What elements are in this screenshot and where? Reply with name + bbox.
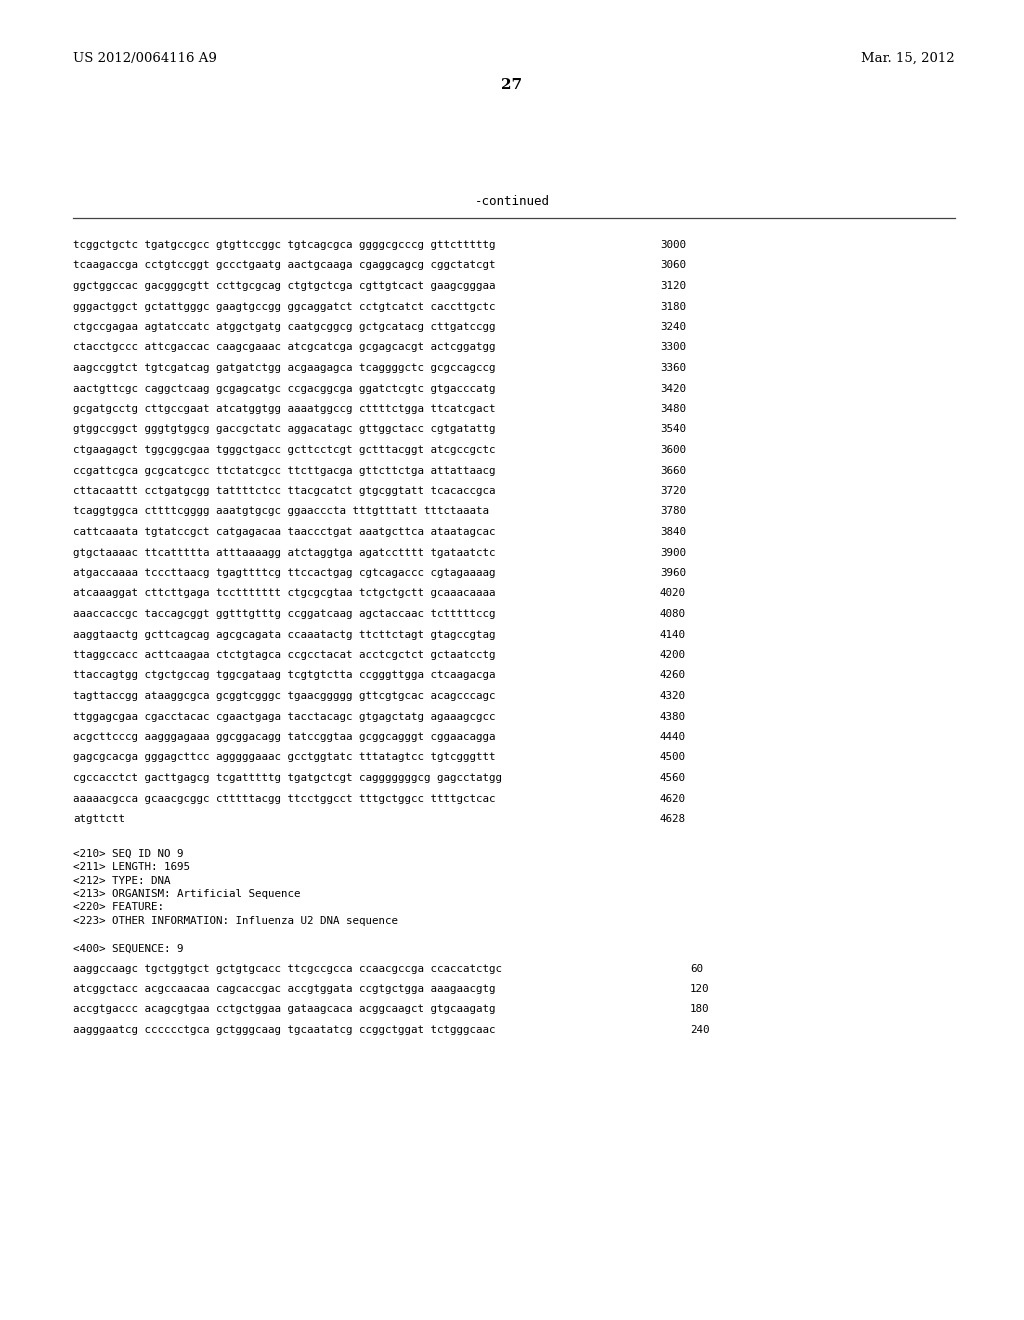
Text: 4560: 4560 xyxy=(660,774,686,783)
Text: 4080: 4080 xyxy=(660,609,686,619)
Text: <212> TYPE: DNA: <212> TYPE: DNA xyxy=(73,875,171,886)
Text: 4320: 4320 xyxy=(660,690,686,701)
Text: 3600: 3600 xyxy=(660,445,686,455)
Text: 3120: 3120 xyxy=(660,281,686,290)
Text: atcggctacc acgccaacaa cagcaccgac accgtggata ccgtgctgga aaagaacgtg: atcggctacc acgccaacaa cagcaccgac accgtgg… xyxy=(73,983,496,994)
Text: tcaggtggca cttttcgggg aaatgtgcgc ggaacccta tttgtttatt tttctaaata: tcaggtggca cttttcgggg aaatgtgcgc ggaaccc… xyxy=(73,507,489,516)
Text: 3000: 3000 xyxy=(660,240,686,249)
Text: <223> OTHER INFORMATION: Influenza U2 DNA sequence: <223> OTHER INFORMATION: Influenza U2 DN… xyxy=(73,916,398,927)
Text: acgcttcccg aagggagaaa ggcggacagg tatccggtaa gcggcagggt cggaacagga: acgcttcccg aagggagaaa ggcggacagg tatccgg… xyxy=(73,733,496,742)
Text: 27: 27 xyxy=(502,78,522,92)
Text: 3780: 3780 xyxy=(660,507,686,516)
Text: 3180: 3180 xyxy=(660,301,686,312)
Text: 4260: 4260 xyxy=(660,671,686,681)
Text: 240: 240 xyxy=(690,1026,710,1035)
Text: 60: 60 xyxy=(690,964,703,974)
Text: US 2012/0064116 A9: US 2012/0064116 A9 xyxy=(73,51,217,65)
Text: 3960: 3960 xyxy=(660,568,686,578)
Text: ggctggccac gacgggcgtt ccttgcgcag ctgtgctcga cgttgtcact gaagcgggaa: ggctggccac gacgggcgtt ccttgcgcag ctgtgct… xyxy=(73,281,496,290)
Text: ctgaagagct tggcggcgaa tgggctgacc gcttcctcgt gctttacggt atcgccgctc: ctgaagagct tggcggcgaa tgggctgacc gcttcct… xyxy=(73,445,496,455)
Text: cttacaattt cctgatgcgg tattttctcc ttacgcatct gtgcggtatt tcacaccgca: cttacaattt cctgatgcgg tattttctcc ttacgca… xyxy=(73,486,496,496)
Text: tagttaccgg ataaggcgca gcggtcgggc tgaacggggg gttcgtgcac acagcccagc: tagttaccgg ataaggcgca gcggtcgggc tgaacgg… xyxy=(73,690,496,701)
Text: accgtgaccc acagcgtgaa cctgctggaa gataagcaca acggcaagct gtgcaagatg: accgtgaccc acagcgtgaa cctgctggaa gataagc… xyxy=(73,1005,496,1015)
Text: 4140: 4140 xyxy=(660,630,686,639)
Text: atgaccaaaa tcccttaacg tgagttttcg ttccactgag cgtcagaccc cgtagaaaag: atgaccaaaa tcccttaacg tgagttttcg ttccact… xyxy=(73,568,496,578)
Text: 3720: 3720 xyxy=(660,486,686,496)
Text: atgttctt: atgttctt xyxy=(73,814,125,824)
Text: ttaggccacc acttcaagaa ctctgtagca ccgcctacat acctcgctct gctaatcctg: ttaggccacc acttcaagaa ctctgtagca ccgccta… xyxy=(73,649,496,660)
Text: ttggagcgaa cgacctacac cgaactgaga tacctacagc gtgagctatg agaaagcgcc: ttggagcgaa cgacctacac cgaactgaga tacctac… xyxy=(73,711,496,722)
Text: aactgttcgc caggctcaag gcgagcatgc ccgacggcga ggatctcgtc gtgacccatg: aactgttcgc caggctcaag gcgagcatgc ccgacgg… xyxy=(73,384,496,393)
Text: 3420: 3420 xyxy=(660,384,686,393)
Text: 3360: 3360 xyxy=(660,363,686,374)
Text: atcaaaggat cttcttgaga tccttttttt ctgcgcgtaa tctgctgctt gcaaacaaaa: atcaaaggat cttcttgaga tccttttttt ctgcgcg… xyxy=(73,589,496,598)
Text: ccgattcgca gcgcatcgcc ttctatcgcc ttcttgacga gttcttctga attattaacg: ccgattcgca gcgcatcgcc ttctatcgcc ttcttga… xyxy=(73,466,496,475)
Text: ttaccagtgg ctgctgccag tggcgataag tcgtgtctta ccgggttgga ctcaagacga: ttaccagtgg ctgctgccag tggcgataag tcgtgtc… xyxy=(73,671,496,681)
Text: <213> ORGANISM: Artificial Sequence: <213> ORGANISM: Artificial Sequence xyxy=(73,888,300,899)
Text: <220> FEATURE:: <220> FEATURE: xyxy=(73,903,164,912)
Text: 4020: 4020 xyxy=(660,589,686,598)
Text: <211> LENGTH: 1695: <211> LENGTH: 1695 xyxy=(73,862,190,873)
Text: ctgccgagaa agtatccatc atggctgatg caatgcggcg gctgcatacg cttgatccgg: ctgccgagaa agtatccatc atggctgatg caatgcg… xyxy=(73,322,496,333)
Text: 3060: 3060 xyxy=(660,260,686,271)
Text: 4380: 4380 xyxy=(660,711,686,722)
Text: tcaagaccga cctgtccggt gccctgaatg aactgcaaga cgaggcagcg cggctatcgt: tcaagaccga cctgtccggt gccctgaatg aactgca… xyxy=(73,260,496,271)
Text: gtggccggct gggtgtggcg gaccgctatc aggacatagc gttggctacc cgtgatattg: gtggccggct gggtgtggcg gaccgctatc aggacat… xyxy=(73,425,496,434)
Text: gtgctaaaac ttcattttta atttaaaagg atctaggtga agatcctttt tgataatctc: gtgctaaaac ttcattttta atttaaaagg atctagg… xyxy=(73,548,496,557)
Text: 3840: 3840 xyxy=(660,527,686,537)
Text: tcggctgctc tgatgccgcc gtgttccggc tgtcagcgca ggggcgcccg gttctttttg: tcggctgctc tgatgccgcc gtgttccggc tgtcagc… xyxy=(73,240,496,249)
Text: 4620: 4620 xyxy=(660,793,686,804)
Text: cgccacctct gacttgagcg tcgatttttg tgatgctcgt cagggggggcg gagcctatgg: cgccacctct gacttgagcg tcgatttttg tgatgct… xyxy=(73,774,502,783)
Text: aagggaatcg cccccctgca gctgggcaag tgcaatatcg ccggctggat tctgggcaac: aagggaatcg cccccctgca gctgggcaag tgcaata… xyxy=(73,1026,496,1035)
Text: aaaaacgcca gcaacgcggc ctttttacgg ttcctggcct tttgctggcc ttttgctcac: aaaaacgcca gcaacgcggc ctttttacgg ttcctgg… xyxy=(73,793,496,804)
Text: Mar. 15, 2012: Mar. 15, 2012 xyxy=(861,51,955,65)
Text: 4500: 4500 xyxy=(660,752,686,763)
Text: <400> SEQUENCE: 9: <400> SEQUENCE: 9 xyxy=(73,944,183,953)
Text: 3900: 3900 xyxy=(660,548,686,557)
Text: aaggtaactg gcttcagcag agcgcagata ccaaatactg ttcttctagt gtagccgtag: aaggtaactg gcttcagcag agcgcagata ccaaata… xyxy=(73,630,496,639)
Text: 4200: 4200 xyxy=(660,649,686,660)
Text: 4440: 4440 xyxy=(660,733,686,742)
Text: cattcaaata tgtatccgct catgagacaa taaccctgat aaatgcttca ataatagcac: cattcaaata tgtatccgct catgagacaa taaccct… xyxy=(73,527,496,537)
Text: 180: 180 xyxy=(690,1005,710,1015)
Text: <210> SEQ ID NO 9: <210> SEQ ID NO 9 xyxy=(73,849,183,858)
Text: 3300: 3300 xyxy=(660,342,686,352)
Text: aaggccaagc tgctggtgct gctgtgcacc ttcgccgcca ccaacgccga ccaccatctgc: aaggccaagc tgctggtgct gctgtgcacc ttcgccg… xyxy=(73,964,502,974)
Text: 4628: 4628 xyxy=(660,814,686,824)
Text: gcgatgcctg cttgccgaat atcatggtgg aaaatggccg cttttctgga ttcatcgact: gcgatgcctg cttgccgaat atcatggtgg aaaatgg… xyxy=(73,404,496,414)
Text: 3240: 3240 xyxy=(660,322,686,333)
Text: -continued: -continued xyxy=(474,195,550,209)
Text: aaaccaccgc taccagcggt ggtttgtttg ccggatcaag agctaccaac tctttttccg: aaaccaccgc taccagcggt ggtttgtttg ccggatc… xyxy=(73,609,496,619)
Text: 3660: 3660 xyxy=(660,466,686,475)
Text: aagccggtct tgtcgatcag gatgatctgg acgaagagca tcaggggctc gcgccagccg: aagccggtct tgtcgatcag gatgatctgg acgaaga… xyxy=(73,363,496,374)
Text: ctacctgccc attcgaccac caagcgaaac atcgcatcga gcgagcacgt actcggatgg: ctacctgccc attcgaccac caagcgaaac atcgcat… xyxy=(73,342,496,352)
Text: 3540: 3540 xyxy=(660,425,686,434)
Text: 3480: 3480 xyxy=(660,404,686,414)
Text: 120: 120 xyxy=(690,983,710,994)
Text: gggactggct gctattgggc gaagtgccgg ggcaggatct cctgtcatct caccttgctc: gggactggct gctattgggc gaagtgccgg ggcagga… xyxy=(73,301,496,312)
Text: gagcgcacga gggagcttcc agggggaaac gcctggtatc tttatagtcc tgtcgggttt: gagcgcacga gggagcttcc agggggaaac gcctggt… xyxy=(73,752,496,763)
